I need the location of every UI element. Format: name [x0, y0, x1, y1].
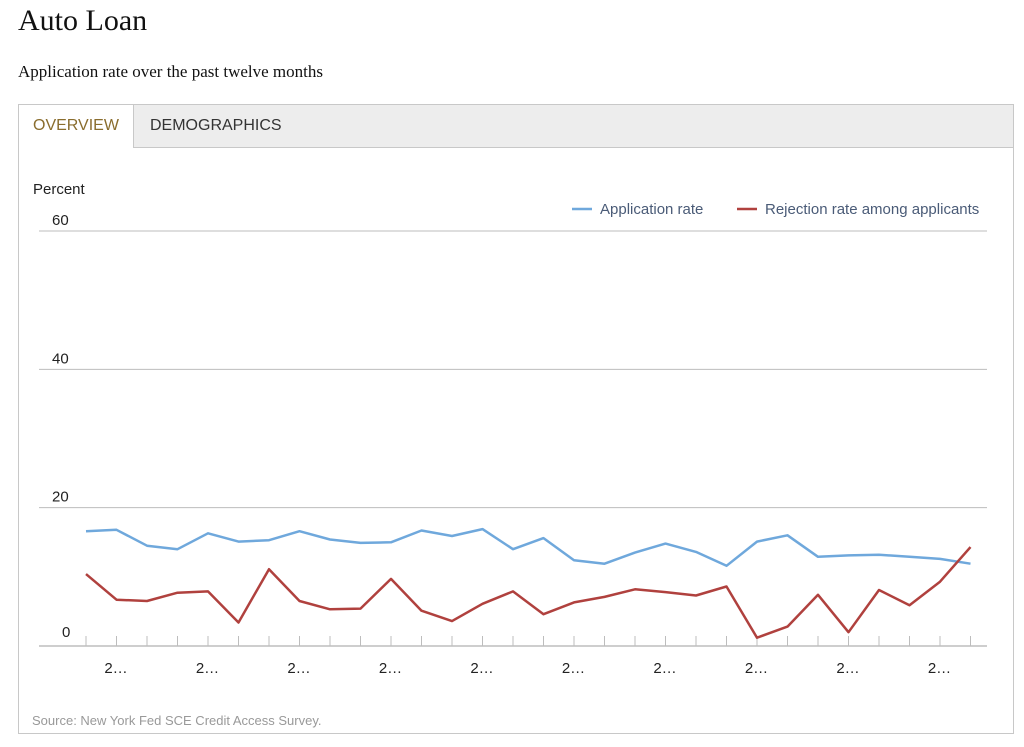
x-tick-label: 2…	[470, 660, 493, 677]
series-line-application-rate	[85, 527, 971, 568]
legend-rejection-rate: Rejection rate among applicants	[765, 201, 979, 218]
x-tick-label: 2…	[745, 660, 768, 677]
legend-application-rate: Application rate	[600, 201, 703, 218]
x-tick-label: 2…	[379, 660, 402, 677]
y-tick-label: 60	[52, 212, 69, 229]
x-tick-label: 2…	[104, 660, 127, 677]
page-subtitle: Application rate over the past twelve mo…	[18, 62, 323, 81]
line-chart: Percent 0 20 40 60 2… 2… 2… 2… 2… 2… 2… 2… 2… 2… Applic…	[33, 181, 987, 677]
chart-panel: OVERVIEW DEMOGRAPHICS Percent 0 20 40 60 2… 2……	[18, 104, 1014, 734]
tab-overview[interactable]: OVERVIEW	[19, 105, 134, 148]
y-tick-label: 20	[52, 489, 69, 506]
series-line-rejection-rate	[85, 546, 972, 639]
x-tick-label: 2…	[653, 660, 676, 677]
y-axis-label: Percent	[33, 181, 86, 198]
x-tick-label: 2…	[562, 660, 585, 677]
page-title: Auto Loan	[18, 4, 148, 37]
x-tick-label: 2…	[928, 660, 951, 677]
x-tick-label: 2…	[196, 660, 219, 677]
tab-bar: OVERVIEW DEMOGRAPHICS	[19, 105, 1013, 148]
tab-demographics[interactable]: DEMOGRAPHICS	[150, 117, 282, 134]
x-tick-label: 2…	[836, 660, 859, 677]
x-tick-label: 2…	[287, 660, 310, 677]
source-note: Source: New York Fed SCE Credit Access S…	[32, 713, 322, 728]
y-tick-label: 40	[52, 350, 69, 367]
y-tick-label: 0	[62, 624, 70, 641]
